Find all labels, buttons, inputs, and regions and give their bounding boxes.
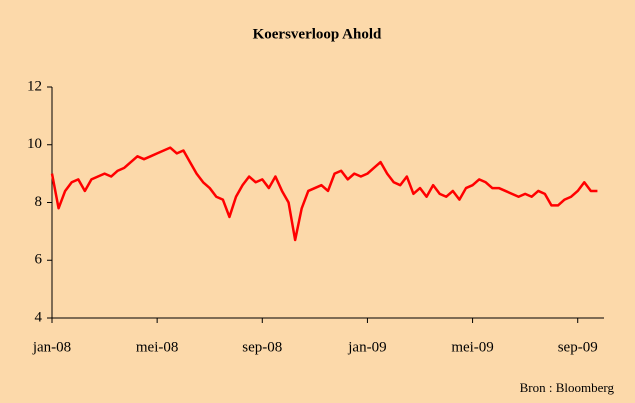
y-tick-label: 10 [27,136,42,152]
y-tick-label: 6 [35,252,43,268]
x-tick-label: sep-09 [558,339,598,355]
x-tick-label: jan-08 [32,339,71,355]
y-tick-label: 4 [35,309,43,325]
x-tick-label: jan-09 [347,339,386,355]
source: Bron : Bloomberg [520,380,615,395]
x-tick-label: mei-08 [136,339,179,355]
y-tick-label: 8 [35,194,43,210]
chart-title: Koersverloop Ahold [253,26,382,42]
x-tick-label: mei-09 [451,339,494,355]
price-line [50,146,598,242]
x-tick-label: sep-08 [242,339,282,355]
y-tick-label: 12 [27,78,42,94]
